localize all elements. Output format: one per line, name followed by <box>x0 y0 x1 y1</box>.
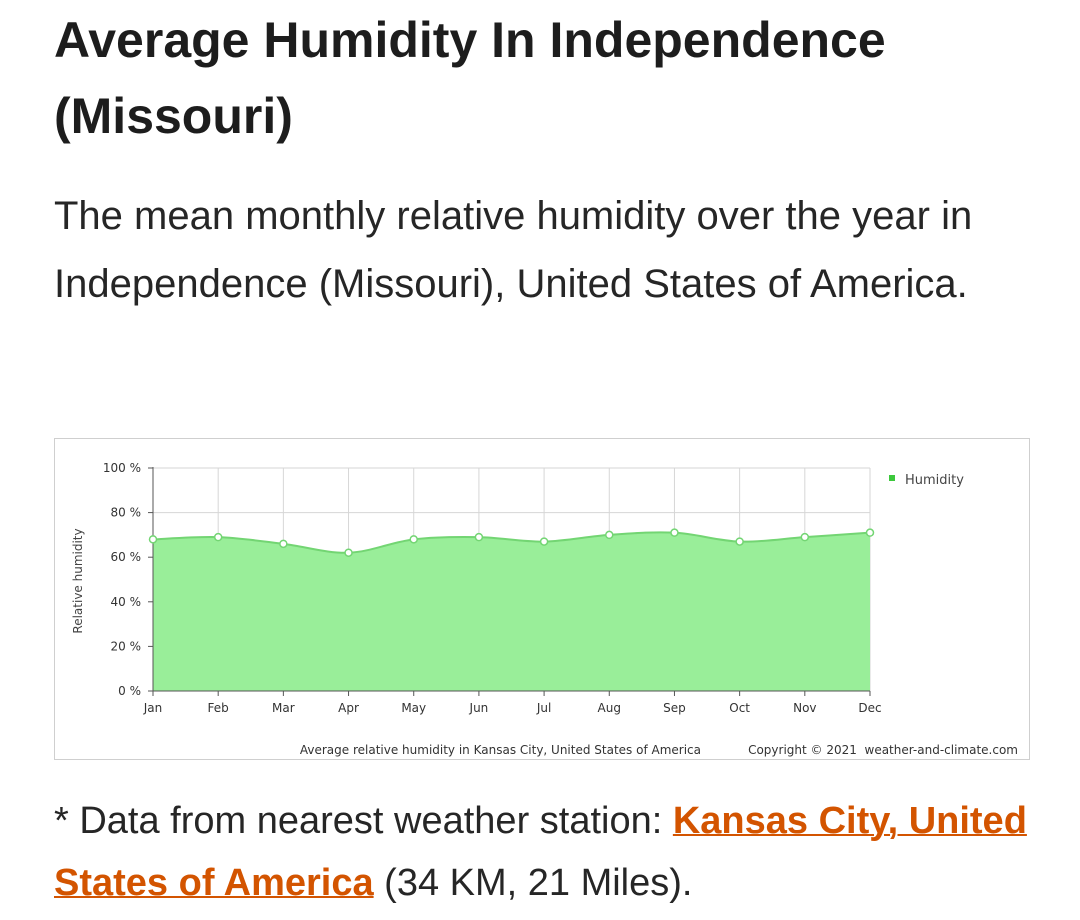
footnote-suffix: (34 KM, 21 Miles). <box>373 862 693 904</box>
page-title: Average Humidity In Independence (Missou… <box>54 12 886 144</box>
x-tick-label: Aug <box>598 701 621 715</box>
chart-legend: Humidity <box>889 473 964 488</box>
y-tick-label: 20 % <box>111 639 142 653</box>
humidity-area <box>153 532 870 691</box>
legend-label: Humidity <box>905 473 964 488</box>
axis-layer <box>148 467 871 696</box>
data-point <box>605 530 614 540</box>
y-tick-label: 40 % <box>111 595 142 609</box>
data-point <box>474 532 484 542</box>
label-layer: 0 % 20 % 40 % 60 % 80 % 100 % Jan Feb Mar Apr May J… <box>103 461 882 715</box>
humidity-line <box>152 531 871 554</box>
data-point <box>409 535 418 544</box>
data-point <box>279 539 288 549</box>
x-tick-label: Nov <box>793 701 816 715</box>
data-point <box>800 532 810 542</box>
chart-svg: 0 % 20 % 40 % 60 % 80 % 100 % Jan Feb Mar Apr May J… <box>71 461 1018 757</box>
x-tick-label: May <box>401 701 426 715</box>
data-point <box>670 528 679 537</box>
area-layer <box>152 531 871 691</box>
intro-paragraph: The mean monthly relative humidity over … <box>54 194 973 306</box>
marker-layer <box>148 528 875 557</box>
x-tick-label: Oct <box>729 701 750 715</box>
data-point <box>735 537 744 546</box>
chart-copyright: Copyright © 2021 weather-and-climate.com <box>748 743 1018 757</box>
x-tick-label: Mar <box>272 701 295 715</box>
x-tick-label: Dec <box>858 701 881 715</box>
chart-caption: Average relative humidity in Kansas City… <box>300 743 701 757</box>
x-tick-label: Sep <box>663 701 686 715</box>
data-point <box>539 537 549 546</box>
station-link[interactable]: Kansas City, United States of America <box>54 800 1027 904</box>
x-tick-label: Apr <box>338 701 359 715</box>
x-tick-label: Jan <box>143 701 163 715</box>
y-tick-label: 80 % <box>111 506 142 520</box>
data-point <box>865 528 875 537</box>
footnote: * Data from nearest weather station: Kan… <box>54 790 1044 914</box>
data-point <box>148 535 158 544</box>
x-tick-label: Jun <box>469 701 489 715</box>
footnote-prefix: * Data from nearest weather station: <box>54 800 673 842</box>
humidity-chart: 0 % 20 % 40 % 60 % 80 % 100 % Jan Feb Mar Apr May J… <box>54 438 1030 760</box>
y-tick-label: 60 % <box>111 550 142 564</box>
y-tick-label: 100 % <box>103 461 141 475</box>
data-point <box>344 548 353 557</box>
x-tick-label: Feb <box>208 701 229 715</box>
data-point <box>213 532 223 542</box>
legend-swatch <box>889 475 895 481</box>
y-axis-title: Relative humidity <box>71 528 85 633</box>
y-tick-label: 0 % <box>118 684 141 698</box>
x-tick-label: Jul <box>536 701 551 715</box>
